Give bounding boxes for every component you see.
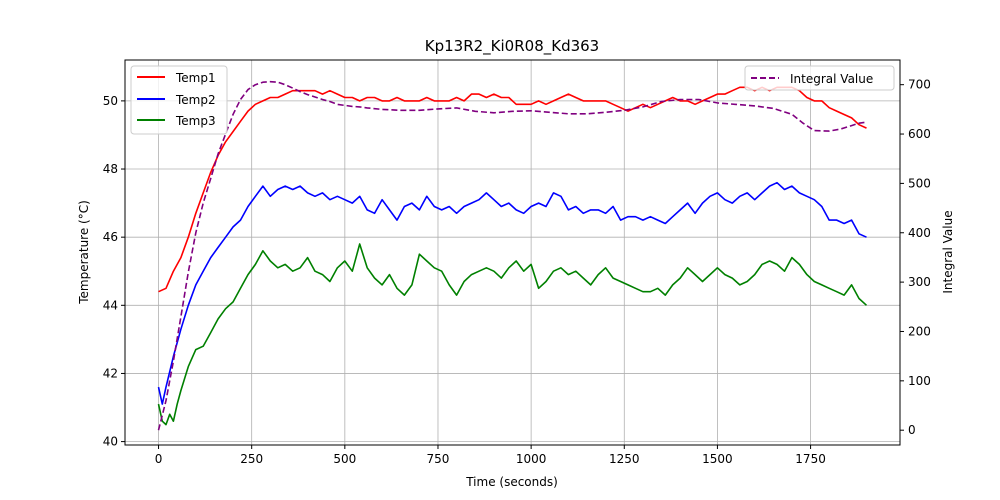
plot-frame [124, 59, 901, 446]
y2-tick-label: 600 [908, 127, 931, 141]
x-tick-label: 0 [155, 452, 163, 466]
y-axis-label: Temperature (°C) [77, 200, 91, 305]
y-tick-label: 50 [103, 94, 118, 108]
y2-tick-label: 700 [908, 78, 931, 92]
y2-tick-label: 100 [908, 374, 931, 388]
x-tick-label: 1000 [516, 452, 547, 466]
x-tick-label: 1250 [609, 452, 640, 466]
series-line-temp3 [157, 243, 868, 426]
y2-tick-label: 300 [908, 275, 931, 289]
legend-label-temp2: Temp2 [175, 93, 216, 107]
y-tick-label: 48 [103, 162, 118, 176]
legend-left: Temp1 Temp2 Temp3 [130, 65, 228, 135]
legend-label-temp3: Temp3 [175, 114, 216, 128]
x-tick-label: 750 [427, 452, 450, 466]
series-line-temp2 [157, 181, 867, 405]
axes: 0 250 500 750 1000 1250 1500 175040424446485001… [103, 78, 931, 466]
x-tick-label: 500 [333, 452, 356, 466]
legend-left-box [130, 65, 228, 135]
x-tick-label: 250 [240, 452, 263, 466]
y-tick-label: 46 [103, 230, 118, 244]
y2-axis-label: Integral Value [941, 210, 955, 293]
y-tick-label: 44 [103, 298, 118, 312]
series-line-integral-value [157, 80, 867, 431]
y-tick-label: 42 [103, 366, 118, 380]
y2-tick-label: 0 [908, 423, 916, 437]
legend-label-temp1: Temp1 [175, 71, 216, 85]
legend-label-integral: Integral Value [790, 72, 873, 86]
chart-title: Kp13R2_Ki0R08_Kd363 [425, 37, 599, 56]
x-tick-label: 1750 [795, 452, 826, 466]
legend-right: Integral Value [744, 65, 895, 91]
x-axis-label: Time (seconds) [465, 475, 558, 489]
legend-right-box [744, 65, 895, 91]
y2-tick-label: 200 [908, 324, 931, 338]
x-tick-label: 1500 [702, 452, 733, 466]
y-tick-label: 40 [103, 435, 118, 449]
y2-tick-label: 400 [908, 226, 931, 240]
y2-tick-label: 500 [908, 176, 931, 190]
